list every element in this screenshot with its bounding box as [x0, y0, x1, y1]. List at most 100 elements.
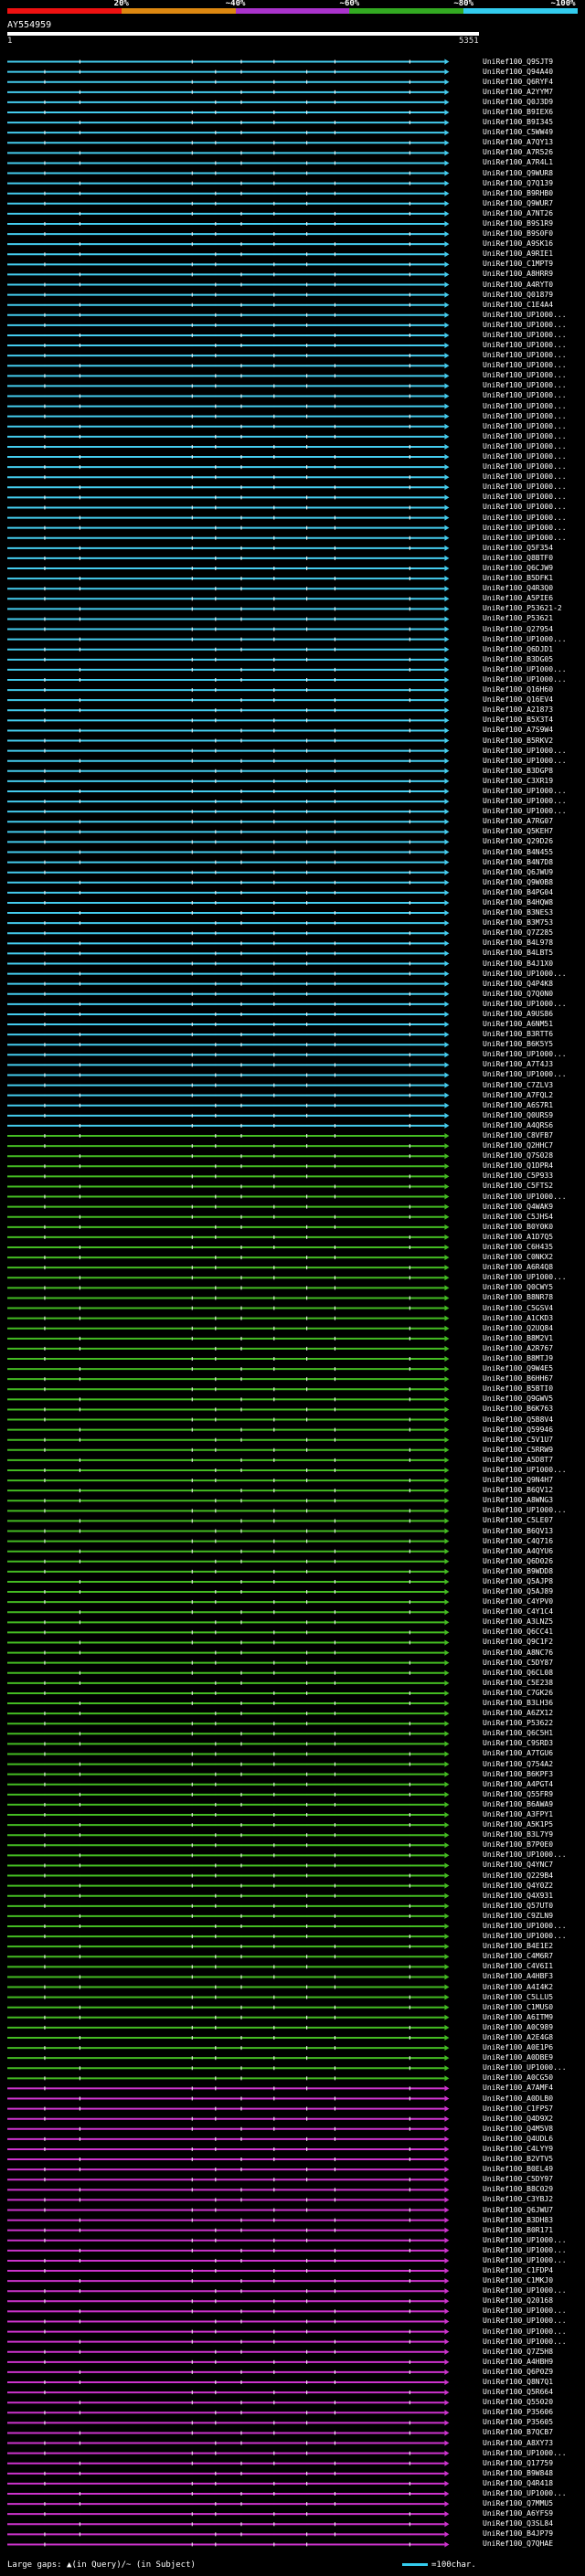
hit-label[interactable]: UniRef100_B3L7Y9: [483, 1830, 554, 1839]
hit-label[interactable]: UniRef100_B6AWA9: [483, 1799, 554, 1808]
hit-label[interactable]: UniRef100_Q01879: [483, 290, 554, 299]
hit-label[interactable]: UniRef100_Q9W0B8: [483, 877, 554, 886]
hit-label[interactable]: UniRef100_Q55FR9: [483, 1789, 554, 1798]
hit-label[interactable]: UniRef100_B9IEX6: [483, 107, 554, 116]
hit-label[interactable]: UniRef100_C4LYY9: [483, 2144, 554, 2153]
hit-label[interactable]: UniRef100_Q6D026: [483, 1556, 554, 1565]
hit-label[interactable]: UniRef100_B3M753: [483, 918, 554, 928]
hit-label[interactable]: UniRef100_B5BTI0: [483, 1384, 554, 1394]
hit-label[interactable]: UniRef100_C5V1U7: [483, 1435, 554, 1444]
hit-label[interactable]: UniRef100_C5P933: [483, 1171, 554, 1181]
hit-label[interactable]: UniRef100_B4J1X0: [483, 959, 554, 968]
hit-label[interactable]: UniRef100_B4E1E2: [483, 1942, 554, 1951]
hit-label[interactable]: UniRef100_UP1000...: [483, 1922, 567, 1930]
hit-label[interactable]: UniRef100_B9WDD8: [483, 1566, 554, 1575]
hit-label[interactable]: UniRef100_A5K1P5: [483, 1820, 554, 1829]
hit-label[interactable]: UniRef100_Q59946: [483, 1425, 554, 1434]
hit-label[interactable]: UniRef100_Q29D26: [483, 837, 554, 846]
hit-label[interactable]: UniRef100_UP1000...: [483, 381, 567, 390]
hit-label[interactable]: UniRef100_B9W848: [483, 2468, 554, 2477]
hit-label[interactable]: UniRef100_C5WW49: [483, 128, 554, 137]
hit-label[interactable]: UniRef100_UP1000...: [483, 2337, 567, 2346]
hit-label[interactable]: UniRef100_B4JP79: [483, 2529, 554, 2539]
hit-label[interactable]: UniRef100_UP1000...: [483, 2063, 567, 2072]
hit-label[interactable]: UniRef100_UP1000...: [483, 786, 567, 795]
hit-label[interactable]: UniRef100_B6K763: [483, 1405, 554, 1414]
hit-label[interactable]: UniRef100_C1FPS7: [483, 2104, 554, 2113]
hit-label[interactable]: UniRef100_Q754A2: [483, 1759, 554, 1768]
hit-label[interactable]: UniRef100_A5PIE6: [483, 594, 554, 603]
hit-label[interactable]: UniRef100_Q5B8V4: [483, 1415, 554, 1424]
hit-label[interactable]: UniRef100_UP1000...: [483, 411, 567, 420]
hit-label[interactable]: UniRef100_Q17759: [483, 2458, 554, 2467]
hit-label[interactable]: UniRef100_UP1000...: [483, 807, 567, 816]
hit-label[interactable]: UniRef100_C1E4A4: [483, 300, 554, 309]
hit-label[interactable]: UniRef100_UP1000...: [483, 2255, 567, 2264]
hit-label[interactable]: UniRef100_A1D7Q5: [483, 1232, 554, 1241]
hit-label[interactable]: UniRef100_Q7Z5H8: [483, 2347, 554, 2356]
hit-label[interactable]: UniRef100_A7QY13: [483, 138, 554, 147]
hit-label[interactable]: UniRef100_UP1000...: [483, 431, 567, 440]
hit-label[interactable]: UniRef100_UP1000...: [483, 533, 567, 542]
hit-label[interactable]: UniRef100_A6ZX12: [483, 1709, 554, 1718]
hit-label[interactable]: UniRef100_Q6CJW9: [483, 564, 554, 573]
hit-label[interactable]: UniRef100_C9ZLN9: [483, 1911, 554, 1920]
hit-label[interactable]: UniRef100_A6ITM9: [483, 2012, 554, 2021]
hit-label[interactable]: UniRef100_C0NKX2: [483, 1253, 554, 1262]
hit-label[interactable]: UniRef100_Q6DJD1: [483, 644, 554, 653]
hit-label[interactable]: UniRef100_B4N455: [483, 847, 554, 856]
hit-label[interactable]: UniRef100_B3DGP8: [483, 766, 554, 775]
hit-label[interactable]: UniRef100_UP1000...: [483, 401, 567, 410]
hit-label[interactable]: UniRef100_B6QV13: [483, 1526, 554, 1535]
hit-label[interactable]: UniRef100_B4L978: [483, 938, 554, 948]
hit-label[interactable]: UniRef100_Q7Q0N0: [483, 989, 554, 998]
hit-label[interactable]: UniRef100_UP1000...: [483, 391, 567, 400]
hit-label[interactable]: UniRef100_Q4R3Q0: [483, 584, 554, 593]
hit-label[interactable]: UniRef100_A6R4Q8: [483, 1263, 554, 1272]
hit-label[interactable]: UniRef100_A0C989: [483, 2022, 554, 2031]
hit-label[interactable]: UniRef100_B8C029: [483, 2185, 554, 2194]
hit-label[interactable]: UniRef100_B9I345: [483, 118, 554, 127]
hit-label[interactable]: UniRef100_B6HH67: [483, 1374, 554, 1383]
hit-label[interactable]: UniRef100_C5E238: [483, 1678, 554, 1687]
hit-label[interactable]: UniRef100_Q20168: [483, 2296, 554, 2306]
hit-label[interactable]: UniRef100_UP1000...: [483, 493, 567, 502]
hit-label[interactable]: UniRef100_Q9WUR8: [483, 168, 554, 177]
hit-label[interactable]: UniRef100_A2YYM7: [483, 87, 554, 96]
hit-label[interactable]: UniRef100_UP1000...: [483, 503, 567, 512]
hit-label[interactable]: UniRef100_A7R526: [483, 148, 554, 157]
hit-label[interactable]: UniRef100_B6QV12: [483, 1486, 554, 1495]
hit-label[interactable]: UniRef100_P53621: [483, 614, 554, 623]
hit-label[interactable]: UniRef100_Q4M5V8: [483, 2124, 554, 2133]
hit-label[interactable]: UniRef100_Q5F354: [483, 543, 554, 552]
hit-label[interactable]: UniRef100_UP1000...: [483, 2245, 567, 2254]
hit-label[interactable]: UniRef100_UP1000...: [483, 351, 567, 360]
hit-label[interactable]: UniRef100_Q8BTF0: [483, 553, 554, 562]
hit-label[interactable]: UniRef100_A21873: [483, 705, 554, 715]
hit-label[interactable]: UniRef100_P53622: [483, 1719, 554, 1728]
hit-label[interactable]: UniRef100_UP1000...: [483, 361, 567, 370]
hit-label[interactable]: UniRef100_C1MUS0: [483, 2002, 554, 2011]
hit-label[interactable]: UniRef100_UP1000...: [483, 371, 567, 380]
hit-label[interactable]: UniRef100_Q4Y0Z2: [483, 1881, 554, 1890]
hit-label[interactable]: UniRef100_A4QYU6: [483, 1546, 554, 1555]
hit-label[interactable]: UniRef100_Q0CWY5: [483, 1283, 554, 1292]
hit-label[interactable]: UniRef100_P53621-2: [483, 604, 562, 613]
hit-label[interactable]: UniRef100_UP1000...: [483, 2306, 567, 2316]
hit-label[interactable]: UniRef100_Q9N4H7: [483, 1476, 554, 1485]
hit-label[interactable]: UniRef100_UP1000...: [483, 2489, 567, 2497]
hit-label[interactable]: UniRef100_Q6RYF4: [483, 77, 554, 86]
hit-label[interactable]: UniRef100_UP1000...: [483, 999, 567, 1008]
hit-label[interactable]: UniRef100_A4HBF3: [483, 1972, 554, 1981]
hit-label[interactable]: UniRef100_UP1000...: [483, 1465, 567, 1474]
hit-label[interactable]: UniRef100_A9US86: [483, 1009, 554, 1018]
hit-label[interactable]: UniRef100_A4RYT0: [483, 280, 554, 289]
hit-label[interactable]: UniRef100_UP1000...: [483, 664, 567, 673]
hit-label[interactable]: UniRef100_A7NT26: [483, 208, 554, 217]
hit-label[interactable]: UniRef100_B3DH83: [483, 2215, 554, 2224]
hit-label[interactable]: UniRef100_Q6CC41: [483, 1627, 554, 1637]
hit-label[interactable]: UniRef100_B2VTV5: [483, 2155, 554, 2164]
hit-label[interactable]: UniRef100_B9S1R9: [483, 218, 554, 228]
hit-label[interactable]: UniRef100_C4Y1C4: [483, 1607, 554, 1617]
hit-label[interactable]: UniRef100_Q6C5H1: [483, 1729, 554, 1738]
